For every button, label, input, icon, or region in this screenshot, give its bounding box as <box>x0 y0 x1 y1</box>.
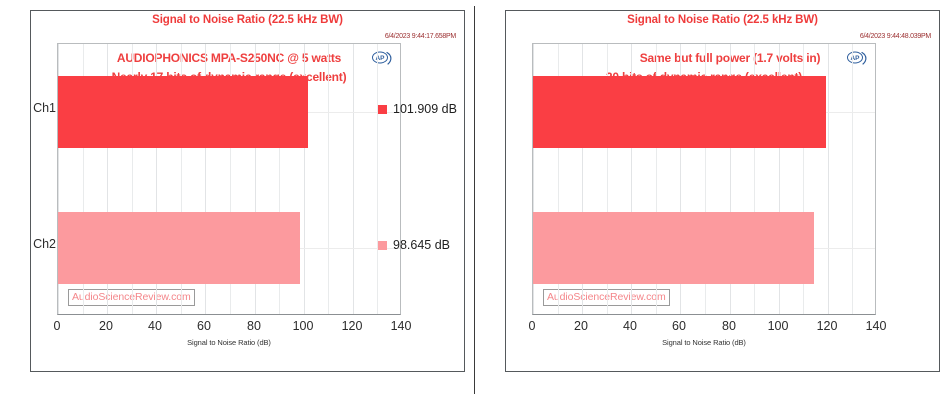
gridline-vertical <box>852 44 853 314</box>
gridline-vertical <box>754 44 755 314</box>
legend-value-ch2: 98.645 dB <box>393 238 450 252</box>
watermark: AudioScienceReview.com <box>543 289 670 306</box>
gridline-vertical <box>558 44 559 314</box>
graph-frame: Signal to Noise Ratio (22.5 kHz BW) 6/4/… <box>30 10 465 372</box>
gridline-vertical <box>58 44 59 314</box>
x-tick-label: 40 <box>148 319 162 333</box>
x-tick-label: 120 <box>341 319 363 333</box>
audio-precision-logo-icon: AP <box>372 51 392 65</box>
x-axis: Signal to Noise Ratio (dB) 0 20 40 60 80 100 1… <box>528 315 887 355</box>
legend-value-ch1: 101.909 dB <box>393 102 457 116</box>
x-tick-label: 0 <box>53 319 61 333</box>
watermark: AudioScienceReview.com <box>68 289 195 306</box>
chart-timestamp: 6/4/2023 9:44:48.039PM <box>859 33 931 40</box>
x-tick-label: 100 <box>767 319 789 333</box>
x-tick-label: 60 <box>672 319 686 333</box>
gridline-vertical <box>205 44 206 314</box>
gridline-vertical <box>255 44 256 314</box>
x-tick-label: 20 <box>574 319 588 333</box>
gridline-vertical <box>705 44 706 314</box>
x-tick-label: 80 <box>247 319 261 333</box>
x-tick-label: 100 <box>292 319 314 333</box>
legend-item[interactable]: 101.909 dB <box>378 102 457 116</box>
x-tick-label: 140 <box>390 319 412 333</box>
gridline-vertical <box>279 44 280 314</box>
x-tick-label: 0 <box>528 319 536 333</box>
gridline-vertical <box>828 44 829 314</box>
gridline-vertical <box>156 44 157 314</box>
chart-panel-left: Signal to Noise Ratio (22.5 kHz BW) 6/4/… <box>30 10 465 372</box>
bar-ch1[interactable] <box>533 76 826 148</box>
legend-swatch-icon <box>378 104 387 114</box>
x-tick-label: 120 <box>816 319 838 333</box>
gridline-vertical <box>582 44 583 314</box>
chart-title: Signal to Noise Ratio (22.5 kHz BW) <box>152 14 343 26</box>
gridline-vertical <box>533 44 534 314</box>
gridline-vertical <box>132 44 133 314</box>
chart-title: Signal to Noise Ratio (22.5 kHz BW) <box>627 14 818 26</box>
x-axis: Signal to Noise Ratio (dB) 0 20 40 60 80 100 1… <box>53 315 412 355</box>
graph-frame: Signal to Noise Ratio (22.5 kHz BW) 6/4/… <box>505 10 940 372</box>
gridline-vertical <box>353 44 354 314</box>
chart-annotation-line1: AUDIOPHONICS MPA-S250NC @ 5 watts <box>116 51 342 65</box>
gridline-vertical <box>631 44 632 314</box>
category-label-ch2: Ch2 <box>33 237 56 251</box>
x-tick-label: 20 <box>99 319 113 333</box>
bar-ch1[interactable] <box>58 76 308 148</box>
gridline-vertical <box>328 44 329 314</box>
x-tick-label: 80 <box>722 319 736 333</box>
gridline-vertical <box>803 44 804 314</box>
gridline-vertical <box>107 44 108 314</box>
gridline-vertical <box>377 44 378 314</box>
gridline-vertical <box>656 44 657 314</box>
gridline-vertical <box>607 44 608 314</box>
gridline-vertical <box>230 44 231 314</box>
x-axis-title: Signal to Noise Ratio (dB) <box>662 338 746 347</box>
chart-timestamp: 6/4/2023 9:44:17.658PM <box>384 33 456 40</box>
x-axis-title: Signal to Noise Ratio (dB) <box>187 338 271 347</box>
svg-text:AP: AP <box>850 55 860 62</box>
gridline-vertical <box>730 44 731 314</box>
gridline-vertical <box>304 44 305 314</box>
plot-area: Same but full power (1.7 volts in) 20 bi… <box>532 43 876 315</box>
chart-panel-right: Signal to Noise Ratio (22.5 kHz BW) 6/4/… <box>475 0 950 400</box>
legend-swatch-icon <box>378 240 387 250</box>
plot-area: AUDIOPHONICS MPA-S250NC @ 5 watts Nearly… <box>57 43 401 315</box>
bar-ch2[interactable] <box>58 212 300 284</box>
gridline-vertical <box>83 44 84 314</box>
category-label-ch1: Ch1 <box>33 101 56 115</box>
x-tick-label: 40 <box>623 319 637 333</box>
gridline-vertical <box>779 44 780 314</box>
audio-precision-logo-icon: AP <box>847 51 867 65</box>
legend-item[interactable]: 98.645 dB <box>378 238 450 252</box>
svg-text:AP: AP <box>375 55 385 62</box>
gridline-vertical <box>680 44 681 314</box>
x-tick-label: 60 <box>197 319 211 333</box>
bar-ch2[interactable] <box>533 212 814 284</box>
panel-divider <box>474 6 475 394</box>
x-tick-label: 140 <box>865 319 887 333</box>
gridline-vertical <box>181 44 182 314</box>
